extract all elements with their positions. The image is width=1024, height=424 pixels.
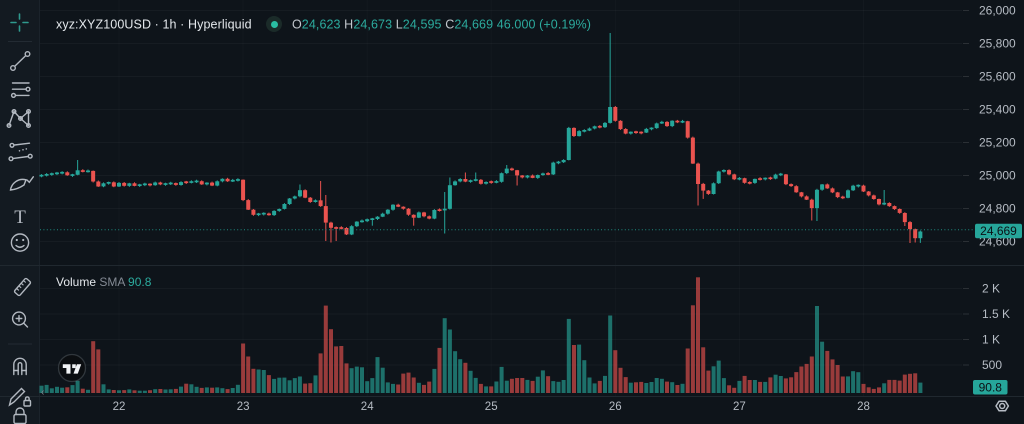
svg-text:500: 500 — [982, 358, 1002, 372]
svg-text:24: 24 — [361, 401, 374, 413]
svg-text:‹: ‹ — [41, 387, 44, 398]
svg-text:26,000: 26,000 — [979, 4, 1016, 18]
svg-text:90.8: 90.8 — [979, 380, 1003, 394]
svg-text:26: 26 — [609, 401, 622, 413]
svg-text:25,400: 25,400 — [979, 103, 1016, 117]
svg-text:1 K: 1 K — [982, 333, 1000, 347]
svg-text:2 K: 2 K — [982, 282, 1000, 296]
svg-text:24,669: 24,669 — [980, 224, 1017, 238]
svg-text:25: 25 — [485, 401, 498, 413]
svg-text:22: 22 — [113, 401, 126, 413]
svg-text:28: 28 — [857, 401, 870, 413]
svg-text:1.5 K: 1.5 K — [982, 307, 1010, 321]
svg-text:25,200: 25,200 — [979, 136, 1016, 150]
svg-text:T: T — [14, 207, 26, 228]
svg-text:24,800: 24,800 — [979, 202, 1016, 216]
svg-text:25,000: 25,000 — [979, 169, 1016, 183]
svg-text:25,800: 25,800 — [979, 37, 1016, 51]
svg-text:25,600: 25,600 — [979, 70, 1016, 84]
svg-text:27: 27 — [733, 401, 746, 413]
svg-text:23: 23 — [237, 401, 250, 413]
